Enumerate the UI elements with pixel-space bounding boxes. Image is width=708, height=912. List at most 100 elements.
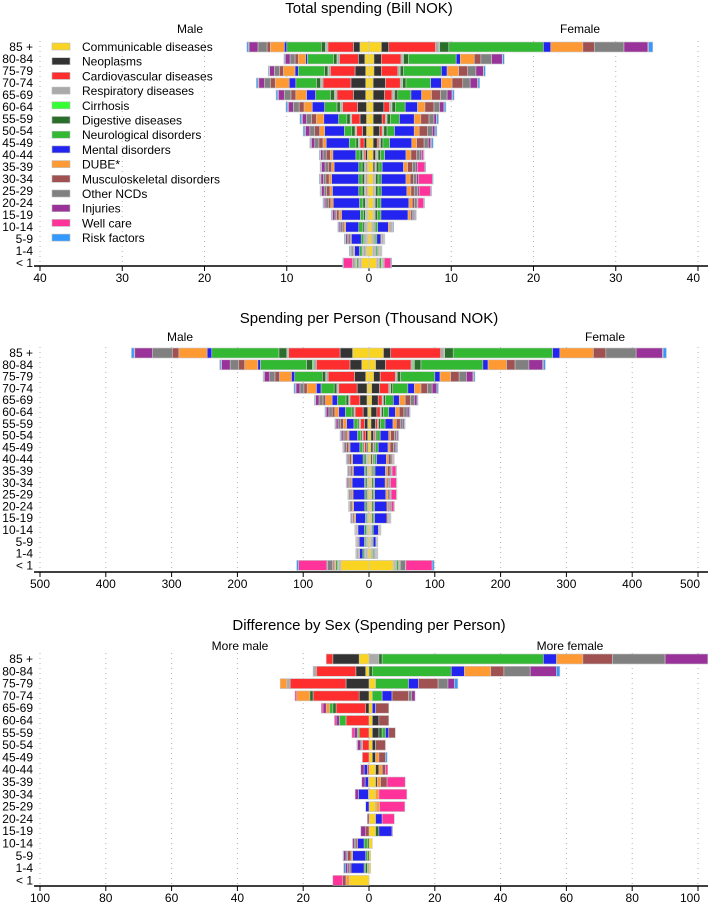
legend-label: Communicable diseases bbox=[82, 40, 213, 54]
bar-segment-female-digestive-diseases bbox=[394, 90, 397, 100]
bar-segment-more-male-mental-disorders bbox=[364, 765, 367, 775]
bar-segment-male-other-ncds bbox=[258, 42, 267, 52]
bar-segment-female-neurological-disorders bbox=[383, 138, 390, 148]
bar-segment-male-neoplasms bbox=[357, 102, 366, 112]
bar-segment-male-neoplasms bbox=[364, 138, 366, 148]
bar-segment-female-injuries bbox=[470, 78, 477, 88]
bar-segment-male-communicable-diseases bbox=[367, 114, 369, 124]
bar-segment-female-musculoskeletal-disorders bbox=[411, 150, 417, 160]
bar-segment-male-injuries bbox=[322, 186, 324, 196]
bar-segment-female-musculoskeletal-disorders bbox=[390, 442, 393, 452]
bar-segment-more-male-injuries bbox=[362, 777, 365, 787]
bar-segment-female-mental-disorders bbox=[381, 198, 409, 208]
bar-segment-male-neurological-disorders bbox=[345, 407, 352, 417]
bar-segment-female-cardiovascular-diseases bbox=[380, 126, 382, 136]
bar-segment-male-mental-disorders bbox=[333, 198, 359, 208]
legend-swatch bbox=[52, 117, 70, 124]
bar-segment-female-cardiovascular-diseases bbox=[385, 78, 400, 88]
bar-segment-female-injuries bbox=[492, 54, 503, 64]
bar-segment-male-musculoskeletal-disorders bbox=[326, 150, 330, 160]
bar-segment-female-other-ncds bbox=[400, 419, 403, 429]
bar-segment-male-neoplasms bbox=[351, 78, 366, 88]
legend-label: Cirrhosis bbox=[82, 99, 129, 113]
bar-segment-more-female-musculoskeletal-disorders bbox=[583, 654, 613, 664]
bar-segment-male-mental-disorders bbox=[355, 246, 360, 256]
legend-label: Respiratory diseases bbox=[82, 84, 194, 98]
x-tick-label: 30 bbox=[609, 271, 623, 285]
bar-segment-more-female-communicable-diseases bbox=[369, 691, 372, 701]
bar-segment-male-risk-factors bbox=[247, 42, 249, 52]
bar-segment-male-other-ncds bbox=[329, 407, 332, 417]
bar-segment-male-digestive-diseases bbox=[279, 348, 287, 358]
bar-segment-female-mental-disorders bbox=[431, 78, 442, 88]
bar-segment-female-digestive-diseases bbox=[381, 138, 383, 148]
bar-segment-more-male-neoplasms bbox=[359, 691, 369, 701]
bar-segment-male-mental-disorders bbox=[295, 66, 298, 76]
bar-segment-male-injuries bbox=[316, 395, 319, 405]
bar-segment-more-male-musculoskeletal-disorders bbox=[343, 875, 346, 885]
bar-segment-male-other-ncds bbox=[315, 138, 319, 148]
legend-swatch bbox=[52, 219, 70, 226]
bar-segment-more-female-risk-factors bbox=[385, 752, 387, 762]
bar-segment-more-male-neurological-disorders bbox=[339, 716, 346, 726]
bar-segment-more-female-other-ncds bbox=[612, 654, 665, 664]
bar-segment-female-other-ncds bbox=[427, 126, 432, 136]
bar-segment-male-cardiovascular-diseases bbox=[363, 431, 366, 441]
bar-segment-male-dube bbox=[326, 395, 333, 405]
bar-segment-male-injuries bbox=[249, 42, 258, 52]
bar-segment-male-mental-disorders bbox=[325, 126, 345, 136]
bar-segment-more-male-well-care bbox=[334, 716, 336, 726]
bar-segment-female-neurological-disorders bbox=[379, 162, 382, 172]
bar-segment-male-digestive-diseases bbox=[356, 138, 358, 148]
bar-segment-female-risk-factors bbox=[452, 90, 454, 100]
bar-segment-female-dube bbox=[406, 174, 410, 184]
bar-segment-female-communicable-diseases bbox=[369, 198, 373, 208]
x-tick-label: 40 bbox=[231, 891, 245, 905]
bar-segment-more-male-cardiovascular-diseases bbox=[290, 679, 346, 689]
bar-segment-female-musculoskeletal-disorders bbox=[405, 395, 410, 405]
bar-segment-male-dube bbox=[339, 210, 341, 220]
bar-segment-more-male-mental-disorders bbox=[353, 851, 366, 861]
bar-segment-male-mental-disorders bbox=[341, 210, 360, 220]
x-tick-label: 100 bbox=[293, 577, 313, 591]
bar-segment-male-communicable-diseases bbox=[367, 126, 369, 136]
bar-segment-male-risk-factors bbox=[335, 419, 336, 429]
bar-segment-female-musculoskeletal-disorders bbox=[451, 372, 460, 382]
x-tick-label: 20 bbox=[428, 891, 442, 905]
bar-segment-female-digestive-diseases bbox=[384, 126, 387, 136]
bar-segment-female-risk-factors bbox=[377, 537, 378, 547]
bar-segment-female-musculoskeletal-disorders bbox=[388, 454, 391, 464]
bar-segment-female-neurological-disorders bbox=[383, 407, 388, 417]
bar-segment-more-male-dube bbox=[326, 703, 329, 713]
bar-segment-male-mental-disorders bbox=[359, 537, 364, 547]
x-tick-label: 500 bbox=[30, 577, 50, 591]
bar-segment-male-digestive-diseases bbox=[334, 383, 337, 393]
bar-segment-female-mental-disorders bbox=[375, 501, 388, 511]
bar-segment-male-neurological-disorders bbox=[287, 42, 322, 52]
bar-segment-female-mental-disorders bbox=[375, 513, 388, 523]
bar-segment-female-risk-factors bbox=[396, 478, 397, 488]
right-side-label: Female bbox=[585, 330, 625, 344]
bar-segment-female-mental-disorders bbox=[381, 174, 406, 184]
bar-segment-female-dube bbox=[407, 186, 411, 196]
bar-segment-male-neurological-disorders bbox=[359, 162, 362, 172]
bar-segment-female-musculoskeletal-disorders bbox=[410, 174, 413, 184]
bar-segment-male-musculoskeletal-disorders bbox=[315, 126, 320, 136]
bar-segment-more-male-musculoskeletal-disorders bbox=[366, 826, 369, 836]
bar-segment-female-risk-factors bbox=[393, 222, 394, 232]
bar-segment-male-communicable-diseases bbox=[341, 560, 369, 570]
bar-segment-male-risk-factors bbox=[344, 234, 345, 244]
x-tick-label: 40 bbox=[687, 271, 701, 285]
bar-segment-male-neurological-disorders bbox=[360, 442, 363, 452]
bar-segment-more-female-respiratory-diseases bbox=[369, 654, 379, 664]
legend-label: Cardiovascular diseases bbox=[82, 69, 213, 83]
bar-segment-male-neurological-disorders bbox=[260, 360, 306, 370]
bar-segment-female-cardiovascular-diseases bbox=[385, 90, 392, 100]
bar-segment-female-injuries bbox=[466, 372, 473, 382]
legend-label: Digestive diseases bbox=[82, 114, 182, 128]
bar-segment-female-neoplasms bbox=[372, 395, 379, 405]
bar-segment-female-risk-factors bbox=[404, 419, 405, 429]
bar-segment-male-cardiovascular-diseases bbox=[323, 78, 351, 88]
bar-segment-male-musculoskeletal-disorders bbox=[267, 42, 270, 52]
age-label: < 1 bbox=[16, 558, 33, 572]
